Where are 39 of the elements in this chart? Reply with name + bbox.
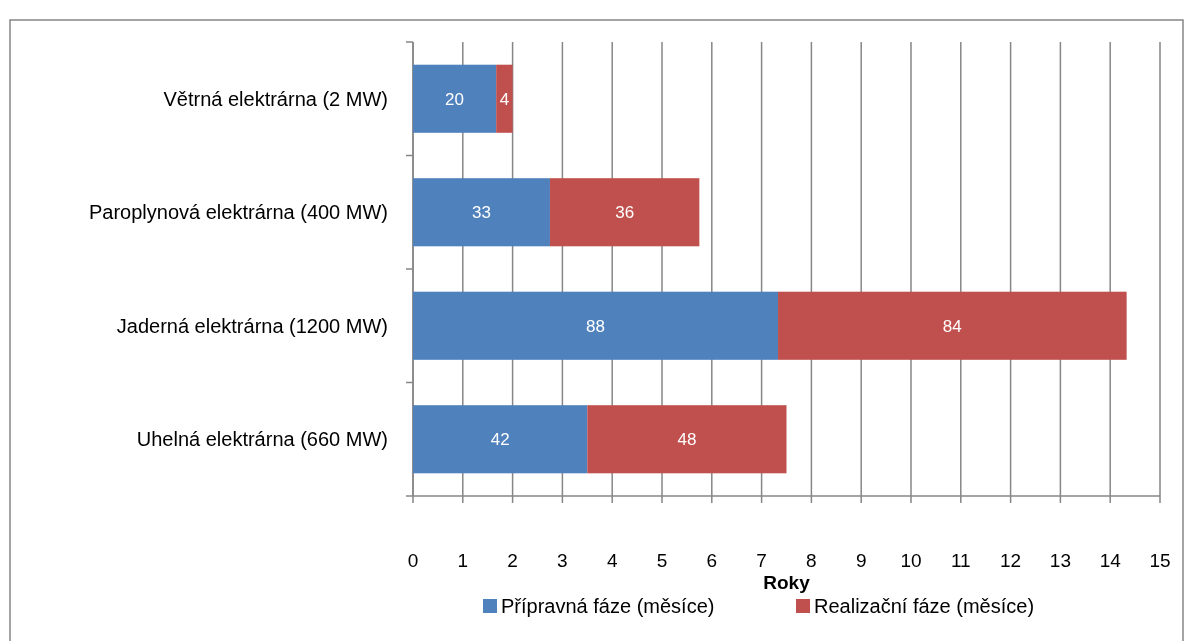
x-tick-label: 0	[407, 550, 419, 571]
x-tick-label: 12	[1000, 550, 1022, 571]
x-tick-label: 13	[1049, 550, 1071, 571]
x-tick-label: 3	[557, 550, 568, 571]
x-tick-label: 4	[606, 550, 618, 571]
annotation: 84	[942, 316, 962, 336]
x-tick-label: 10	[900, 550, 922, 571]
annotation: 88	[586, 316, 605, 336]
x-tick-label: 2	[507, 550, 518, 571]
x-tick-label: 5	[656, 550, 668, 571]
annotation: 33	[472, 203, 491, 223]
x-tick-label: 1	[457, 550, 469, 571]
bar	[587, 405, 787, 474]
bar	[549, 178, 700, 247]
annotation: 42	[490, 430, 510, 450]
bar	[778, 291, 1127, 360]
legend-label: Realizační fáze (měsíce)	[814, 595, 1035, 617]
x-tick-label: 6	[706, 550, 718, 571]
x-tick-label: 11	[950, 550, 971, 571]
bar	[496, 64, 513, 133]
annotation: 4	[499, 89, 510, 109]
x-tick-label: 9	[855, 550, 867, 571]
annotation: 48	[677, 430, 697, 450]
y-tick-label: Paroplynová elektrárna (400 MW)	[88, 201, 388, 224]
x-tick-label: 14	[1099, 550, 1122, 571]
legend-label: Přípravná fáze (měsíce)	[501, 595, 715, 617]
bar	[413, 64, 497, 133]
x-axis-title: Roky	[763, 572, 811, 593]
annotation: 36	[615, 203, 635, 223]
x-tick-label: 7	[756, 550, 767, 571]
bar	[413, 291, 779, 360]
annotation: 20	[445, 89, 465, 109]
y-tick-label: Jaderná elektrárna (1200 MW)	[116, 314, 388, 337]
x-tick-label: 8	[806, 550, 817, 571]
bar	[413, 178, 550, 247]
y-tick-label: Větrná elektrárna (2 MW)	[163, 87, 388, 110]
bar	[413, 405, 588, 474]
y-tick-label: Uhelná elektrárna (660 MW)	[136, 428, 388, 451]
x-tick-label: 15	[1149, 550, 1171, 571]
